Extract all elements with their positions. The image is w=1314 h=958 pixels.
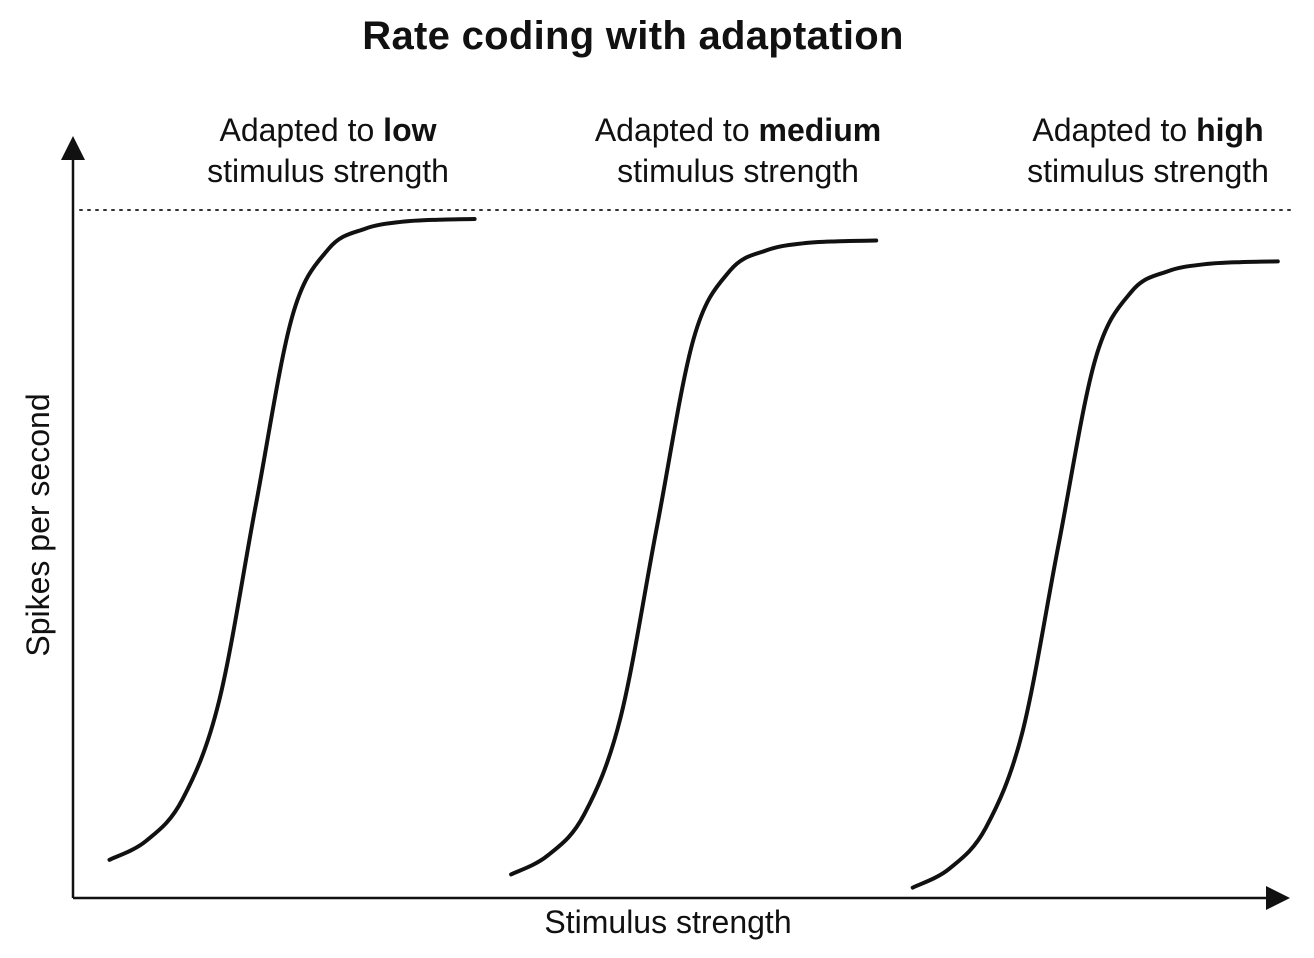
series-label-low-emphasis: low [383,112,437,148]
series-label-low: Adapted to low stimulus strength [158,110,498,192]
x-axis-arrowhead [1266,886,1290,910]
series-label-low-prefix: Adapted to [219,112,384,148]
series-label-high: Adapted to high stimulus strength [978,110,1314,192]
series-label-high-line1: Adapted to high [978,110,1314,151]
y-axis-label: Spikes per second [20,393,56,657]
series-curve-high [910,259,1280,890]
series-layer [107,217,1280,890]
series-curve-low [107,217,477,862]
series-label-low-line2: stimulus strength [207,153,449,189]
series-label-medium-line2: stimulus strength [617,153,859,189]
series-label-high-prefix: Adapted to [1032,112,1197,148]
chart-title: Rate coding with adaptation [362,14,904,58]
series-label-medium: Adapted to medium stimulus strength [568,110,908,192]
series-label-medium-emphasis: medium [758,112,882,148]
series-label-medium-line1: Adapted to medium [568,110,908,151]
series-label-medium-prefix: Adapted to [594,112,759,148]
series-curve-medium [509,238,879,877]
series-label-low-line1: Adapted to low [158,110,498,151]
x-axis-label: Stimulus strength [544,904,792,940]
y-axis-arrowhead [61,136,85,160]
series-label-high-emphasis: high [1196,112,1264,148]
series-label-high-line2: stimulus strength [1027,153,1269,189]
